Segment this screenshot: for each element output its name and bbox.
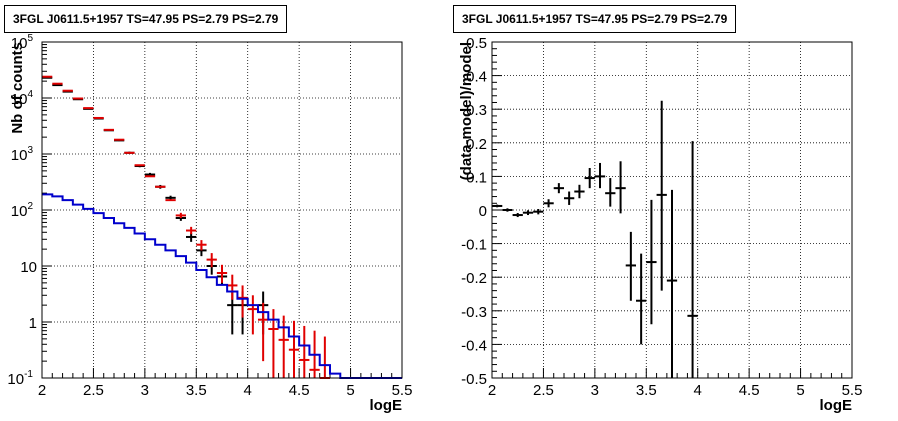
data-point (687, 141, 698, 378)
x-tick-label: 5.5 (392, 382, 413, 399)
plot-frame (491, 41, 853, 379)
x-tick-label: 2.5 (83, 382, 104, 399)
data-point (605, 178, 616, 207)
data-point (492, 204, 503, 208)
y-tick-label: 0.4 (466, 69, 487, 86)
y-tick-label: -0.3 (461, 304, 487, 321)
data-point (227, 274, 238, 300)
model-step-line (42, 193, 402, 379)
data-point (666, 189, 678, 378)
y-tick-label: 1 (29, 315, 37, 332)
data-point (646, 199, 657, 325)
counts-chart: 2 2.5 3 3.5 4 4.5 5 5.510-1110102103104105logEN… (7, 33, 413, 414)
x-tick-label: 3 (141, 382, 149, 399)
x-tick-label: 3 (591, 382, 599, 399)
data-point (543, 199, 554, 208)
x-tick-label: 2 (38, 382, 46, 399)
data-point (636, 253, 647, 345)
data-point (574, 184, 585, 199)
x-tick-label: 4 (244, 382, 252, 399)
x-tick-label: 3.5 (186, 382, 207, 399)
residual-chart: 2 2.5 3 3.5 4 4.5 5 5.5 0.5 0.4 0.3 0.2 0.1 0 -0.1 -0.2… (458, 35, 863, 414)
data-point (216, 264, 228, 283)
y-tick-label: 103 (11, 145, 34, 164)
data-point (278, 315, 289, 378)
residual-panel: 3FGL J0611.5+1957 TS=47.95 PS=2.79 PS=2.… (449, 0, 898, 421)
x-tick-label: 5.5 (842, 382, 863, 399)
y-axis-label: Nb of counts (9, 42, 26, 134)
y-tick-exponent: 5 (27, 33, 33, 44)
x-tick-label: 4 (694, 382, 702, 399)
data-point (247, 295, 258, 335)
y-tick-label: 10-1 (7, 369, 33, 388)
data-point (656, 100, 667, 291)
y-tick-exponent: 2 (27, 201, 33, 212)
series-0 (492, 100, 698, 378)
data-point (625, 231, 636, 301)
y-tick-base: 1 (29, 315, 37, 332)
data-point (186, 232, 197, 242)
y-tick-base: 10 (7, 371, 24, 388)
y-tick-label: -0.5 (461, 371, 487, 388)
data-point (288, 320, 300, 378)
data-point (299, 325, 310, 378)
y-tick-label: 105 (11, 33, 34, 52)
y-tick-exponent: -1 (24, 369, 33, 380)
y-tick-base: 10 (11, 147, 28, 164)
data-point (186, 226, 197, 235)
y-tick-label: -0.1 (461, 237, 487, 254)
y-tick-exponent: 3 (27, 145, 33, 156)
y-tick-label: 0.3 (466, 102, 487, 119)
y-tick-label: 0 (479, 203, 487, 220)
residual-chart-title: 3FGL J0611.5+1957 TS=47.95 PS=2.79 PS=2.… (453, 5, 737, 33)
y-tick-label: 0.2 (466, 136, 487, 153)
data-point (553, 183, 564, 194)
data-point (175, 212, 186, 218)
y-axis-label: (data-model)/model (458, 42, 475, 180)
y-tick-base: 10 (11, 91, 28, 108)
y-tick-exponent: 4 (27, 89, 33, 100)
x-tick-label: 2.5 (533, 382, 554, 399)
y-tick-label: 10 (20, 259, 37, 276)
data-point (206, 253, 217, 268)
plot-frame (41, 41, 403, 379)
y-tick-base: 10 (20, 259, 37, 276)
data-point (502, 208, 513, 212)
x-tick-label: 5 (346, 382, 354, 399)
data-point (522, 210, 534, 216)
y-tick-label: -0.4 (461, 337, 487, 354)
x-tick-label: 4.5 (289, 382, 310, 399)
counts-panel: 3FGL J0611.5+1957 TS=47.95 PS=2.79 PS=2.… (4, 5, 413, 414)
data-point (196, 240, 207, 251)
data-point (533, 208, 544, 215)
data-point (564, 191, 575, 205)
y-tick-label: 0.1 (466, 169, 487, 186)
y-tick-base: 10 (11, 203, 28, 220)
data-point (584, 168, 595, 189)
y-tick-label: 104 (11, 89, 34, 108)
data-point (615, 161, 626, 214)
x-tick-label: 2 (488, 382, 496, 399)
counts-chart-title: 3FGL J0611.5+1957 TS=47.95 PS=2.79 PS=2.… (4, 5, 288, 33)
series-1 (42, 75, 330, 379)
x-tick-label: 4.5 (739, 382, 760, 399)
data-point (512, 213, 523, 218)
data-point (594, 162, 606, 189)
y-tick-label: -0.2 (461, 270, 487, 287)
x-tick-label: 3.5 (636, 382, 657, 399)
x-tick-label: 5 (796, 382, 804, 399)
x-axis-label: logE (820, 397, 853, 414)
y-tick-base: 10 (11, 35, 28, 52)
y-tick-label: 0.5 (466, 35, 487, 52)
x-axis-label: logE (370, 397, 403, 414)
y-tick-label: 102 (11, 201, 34, 220)
series-2 (42, 193, 402, 379)
